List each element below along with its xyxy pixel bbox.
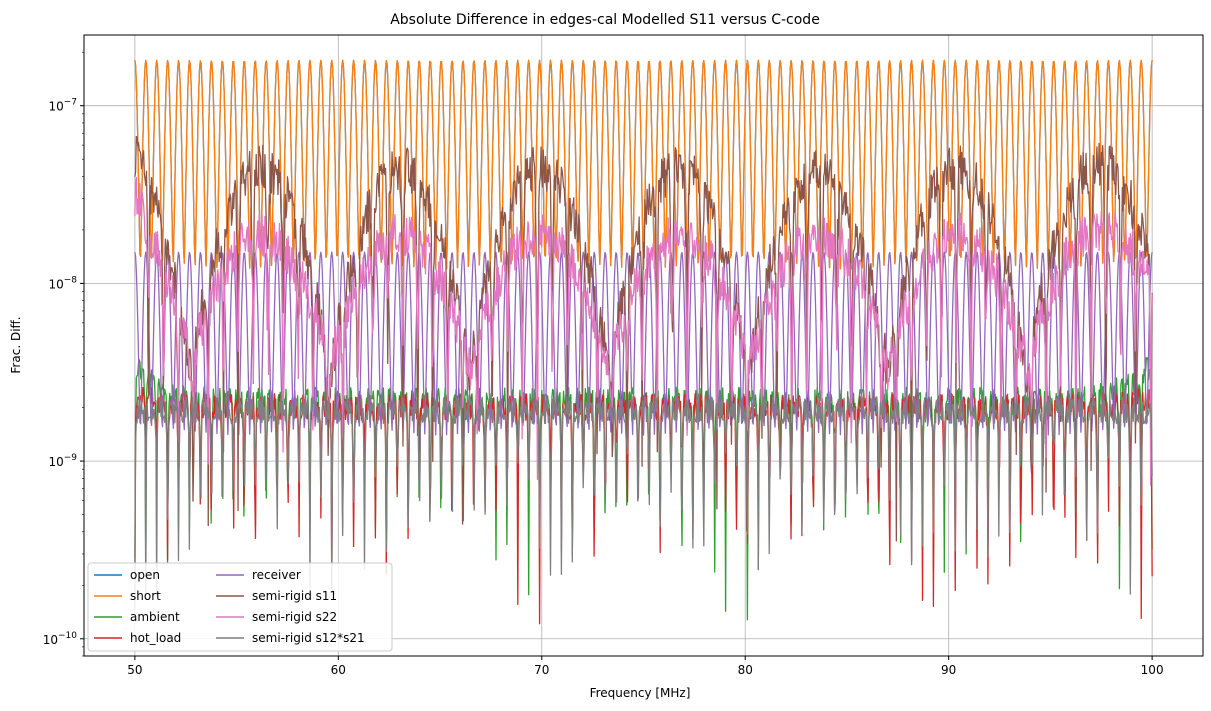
y-axis-label: Frac. Diff. <box>9 316 23 373</box>
legend-label: receiver <box>252 568 301 582</box>
legend-box <box>87 562 393 652</box>
legend-label: semi-rigid s22 <box>252 610 337 624</box>
legend-label: open <box>130 568 160 582</box>
x-tick-label: 50 <box>127 663 142 677</box>
x-tick-label: 70 <box>534 663 549 677</box>
legend-label: ambient <box>130 610 180 624</box>
legend-entry: open <box>94 568 160 582</box>
x-axis-label: Frequency [MHz] <box>590 686 691 700</box>
legend-label: semi-rigid s12*s21 <box>252 631 365 645</box>
legend-entry: semi-rigid s11 <box>216 589 337 603</box>
series-line-semi-rigid-s12-s21 <box>134 396 1153 611</box>
series-line-semi-rigid-s11 <box>134 135 1153 542</box>
legend-label: semi-rigid s11 <box>252 589 337 603</box>
legend-entry: semi-rigid s12*s21 <box>216 631 365 645</box>
x-tick-label: 100 <box>1141 663 1164 677</box>
x-axis: 50 60 70 80 90 100 <box>127 656 1164 677</box>
legend-label: hot_load <box>130 631 181 645</box>
legend-entry: ambient <box>94 610 180 624</box>
chart-title: Absolute Difference in edges-cal Modelle… <box>390 12 820 28</box>
legend: open short ambient hot_load receiver semi-rig… <box>87 562 393 652</box>
x-tick-label: 60 <box>331 663 346 677</box>
y-axis: 10−10 10−9 10−8 10−7 <box>43 51 84 657</box>
y-tick-label: 10−7 <box>48 98 77 114</box>
series-line-semi-rigid-s22 <box>134 176 1153 487</box>
x-tick-label: 80 <box>738 663 753 677</box>
y-tick-label: 10−9 <box>48 453 77 469</box>
plot-frame <box>83 34 1204 657</box>
legend-entry: short <box>94 589 161 603</box>
legend-entry: hot_load <box>94 631 181 645</box>
legend-label: short <box>130 589 161 603</box>
y-tick-label: 10−10 <box>43 631 78 647</box>
x-tick-label: 90 <box>941 663 956 677</box>
legend-entry: semi-rigid s22 <box>216 610 337 624</box>
legend-entry: receiver <box>216 568 301 582</box>
plot-area <box>134 59 1153 625</box>
y-tick-label: 10−8 <box>48 275 77 291</box>
series-line-receiver <box>134 251 1153 436</box>
